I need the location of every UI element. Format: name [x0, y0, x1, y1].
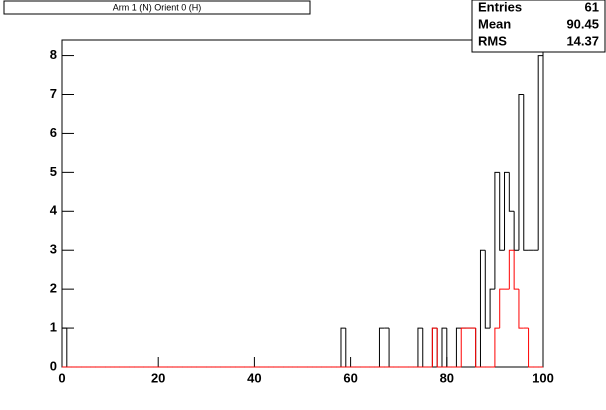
histogram-bin [518, 94, 524, 251]
stats-value: 14.37 [566, 33, 599, 48]
y-tick-label: 3 [50, 242, 57, 257]
chart-title: Arm 1 (N) Orient 0 (H) [113, 2, 202, 12]
histogram-bin [537, 55, 544, 367]
x-tick-label: 40 [247, 370, 261, 385]
y-tick-label: 5 [50, 164, 57, 179]
stats-value: 61 [585, 0, 599, 14]
histogram-bin [479, 249, 486, 367]
y-tick-label: 0 [50, 358, 57, 373]
histogram-bin [417, 327, 423, 367]
x-tick-label: 100 [532, 370, 554, 385]
histogram-bin [441, 327, 447, 367]
y-tick-label: 4 [50, 203, 58, 218]
stats-frame [471, 0, 606, 53]
histogram-bin [378, 327, 385, 367]
x-tick-label: 60 [343, 370, 357, 385]
histogram-bin [475, 328, 481, 368]
histogram-bin [455, 327, 462, 367]
stats-value: 90.45 [566, 16, 599, 31]
stats-box [471, 0, 606, 53]
y-tick-label: 7 [50, 86, 57, 101]
histogram-bin [494, 327, 500, 367]
histogram-bin [484, 250, 491, 329]
x-tick-label: 80 [440, 370, 454, 385]
histogram-bin [460, 327, 467, 367]
y-tick-label: 1 [50, 320, 57, 335]
histogram-bin [436, 328, 442, 368]
histogram-bin [61, 327, 67, 367]
histogram-bin [431, 327, 438, 367]
histogram-bin [523, 94, 529, 251]
histogram-bin [508, 249, 515, 290]
histogram-bin [508, 172, 515, 212]
y-tick-label: 6 [50, 125, 57, 140]
histogram-bin [340, 327, 346, 367]
y-tick-label: 8 [50, 47, 57, 62]
stats-label: RMS [478, 33, 507, 48]
stats-label: Mean [478, 16, 511, 31]
histogram-bin [499, 172, 505, 251]
histogram-bin [489, 288, 495, 329]
y-tick-label: 2 [50, 281, 57, 296]
histogram-bin [528, 328, 534, 368]
stats-label: Entries [478, 0, 522, 14]
x-tick-label: 20 [151, 370, 165, 385]
x-tick-label: 0 [58, 370, 65, 385]
histogram-bin [513, 250, 519, 290]
histogram-bin [504, 171, 510, 251]
histogram-bin [499, 288, 505, 329]
histogram-bin [518, 289, 524, 329]
title-box [3, 0, 311, 15]
histogram-bin [494, 171, 500, 290]
